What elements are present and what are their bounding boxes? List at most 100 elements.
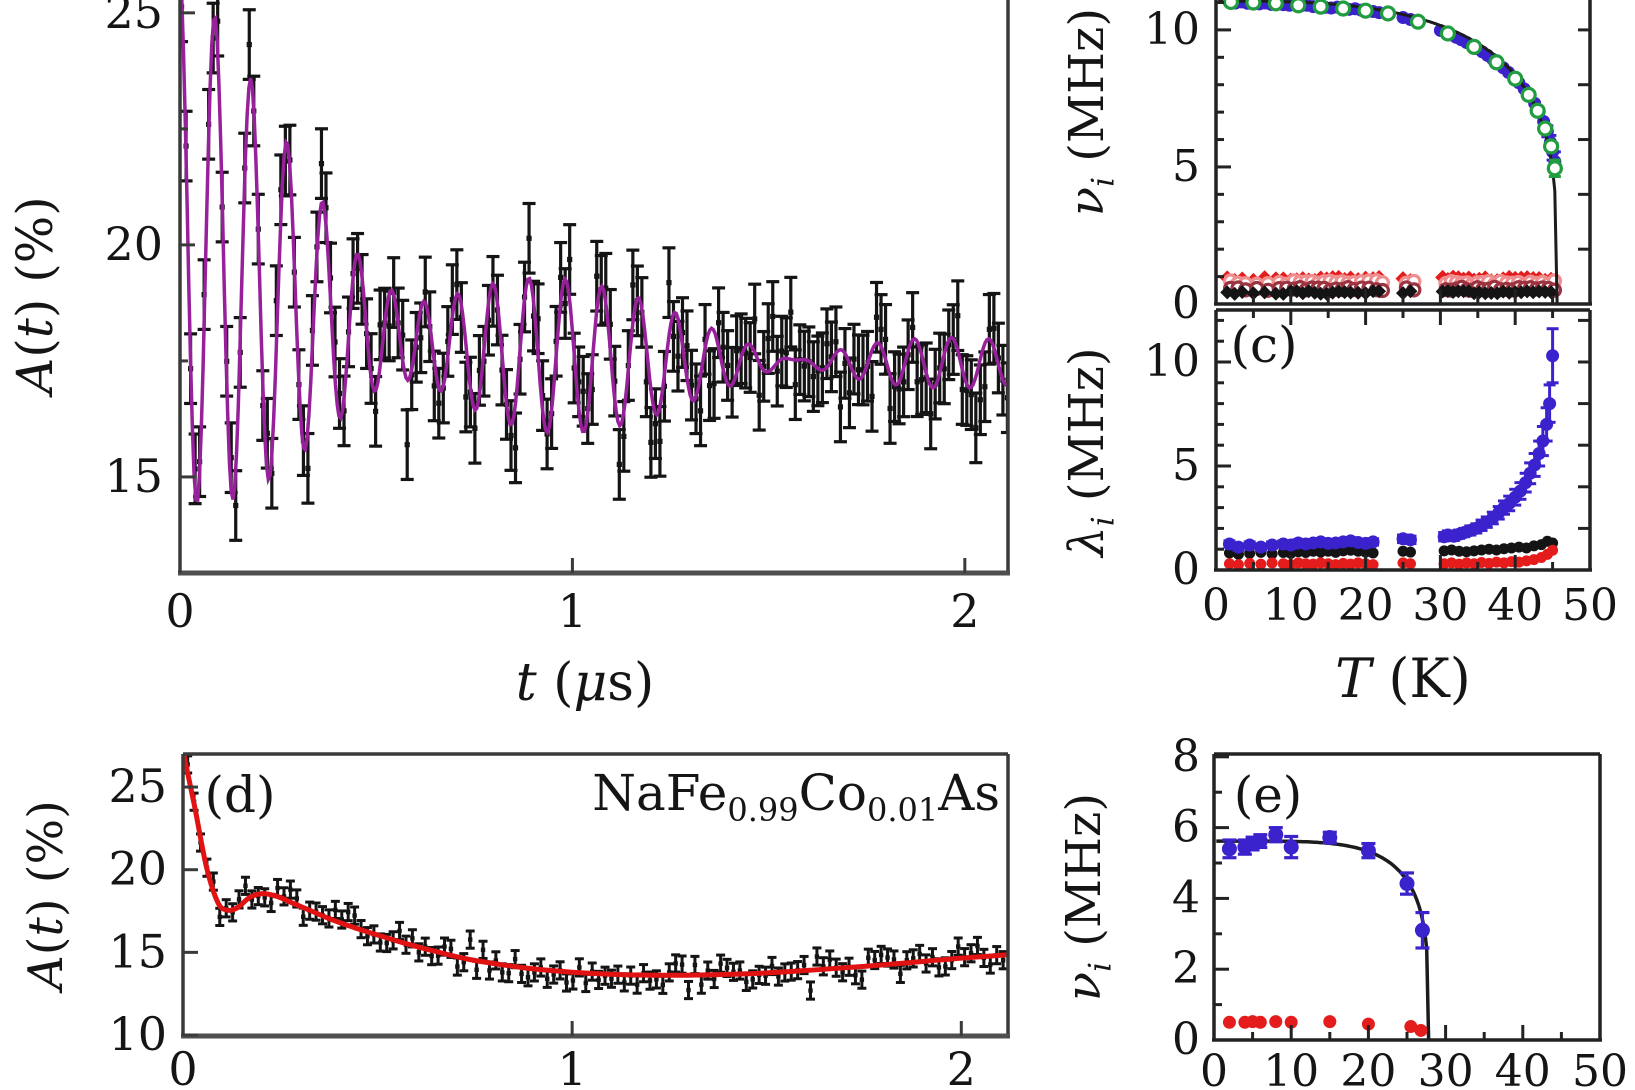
panel-e: 0 10 20 30 40 50 0 2 4 6 8 (e) νi (MHz): [1056, 731, 1628, 1090]
data-point: [1488, 54, 1505, 71]
data-point: [964, 387, 970, 394]
data-point: [878, 952, 884, 958]
data-point: [551, 972, 556, 977]
panel-d-tick-labels: 0 1 2 10 15 20 25: [108, 759, 975, 1090]
data-point: [1546, 160, 1563, 177]
data-point: [1266, 548, 1278, 560]
panel-d: 0 1 2 10 15 20 25 (d) NaFe0.99Co0.01As A(t) (%): [18, 752, 1010, 1090]
data-point: [928, 411, 934, 417]
data-point: [1232, 559, 1244, 570]
asymmetry-data-points: [180, 0, 1008, 542]
data-point: [506, 970, 511, 976]
data-point: [493, 958, 499, 963]
data-point: [917, 951, 922, 957]
y-tick-label: 10: [1144, 4, 1200, 55]
data-point: [982, 384, 988, 390]
panel-a-ticks: [178, 11, 967, 573]
data-point: [1290, 0, 1307, 14]
data-point: [792, 382, 798, 388]
data-point: [873, 314, 880, 320]
data-point: [824, 341, 830, 347]
data-point: [859, 977, 865, 982]
nu2-red-points: [1222, 1015, 1428, 1037]
data-point: [1403, 533, 1417, 547]
relaxation-fit-curve: [183, 754, 1008, 978]
data-point: [887, 405, 893, 412]
panel-a-frame: [178, 0, 1010, 576]
data-point: [301, 914, 306, 919]
data-point: [1000, 958, 1006, 963]
data-point: [686, 987, 691, 993]
y-tick-label: 15: [108, 924, 167, 978]
data-point: [808, 988, 813, 993]
data-point: [752, 316, 758, 322]
data-point: [1245, 0, 1262, 11]
data-point: [454, 282, 460, 288]
data-point: [1266, 557, 1278, 569]
data-point: [1403, 284, 1418, 299]
data-point: [973, 425, 979, 431]
y-axis-label: A(t) (%): [6, 196, 64, 398]
data-point: [1544, 285, 1559, 300]
data-point: [1379, 5, 1397, 22]
data-point: [594, 273, 600, 279]
data-point: [1252, 833, 1268, 849]
data-point: [715, 320, 722, 326]
data-point: [975, 943, 980, 949]
data-point: [660, 982, 666, 988]
data-point: [1221, 841, 1237, 857]
data-point: [467, 937, 473, 942]
data-point: [596, 977, 601, 983]
data-point: [801, 962, 807, 968]
data-point: [1322, 830, 1338, 846]
x-tick-label: 0: [1200, 1046, 1228, 1090]
panel-b-tick-labels: 0 5 10: [1144, 4, 1200, 329]
data-point: [872, 957, 877, 963]
data-point: [1223, 558, 1235, 570]
x-tick-label: 1: [558, 1042, 587, 1090]
data-point: [744, 979, 749, 985]
data-point: [705, 968, 710, 973]
panel-d-ticks: [181, 785, 963, 1037]
data-point: [1255, 558, 1267, 570]
data-point: [431, 383, 437, 389]
oscillating-fit-curve: [180, 0, 1008, 503]
data-point: [323, 205, 329, 211]
data-point: [378, 940, 383, 945]
data-point: [1399, 876, 1415, 892]
data-point: [243, 883, 248, 889]
data-point: [955, 313, 961, 319]
data-point: [1222, 1015, 1236, 1029]
data-point: [968, 392, 974, 398]
data-point: [810, 373, 816, 380]
data-point: [869, 393, 875, 399]
data-point: [558, 274, 564, 280]
x-tick-label: 50: [1572, 1046, 1628, 1090]
data-point: [670, 333, 677, 339]
panel-c-tick-labels: 0 10 20 30 40 50 0 5 10: [1144, 336, 1618, 631]
data-point: [718, 961, 723, 966]
data-point: [249, 897, 255, 902]
data-point: [1543, 138, 1560, 155]
data-point: [217, 914, 222, 920]
data-point: [1265, 538, 1279, 552]
data-point: [679, 962, 685, 967]
data-point: [1404, 558, 1416, 570]
y-tick-label: 10: [1144, 336, 1200, 387]
data-point: [814, 954, 820, 959]
data-point: [855, 367, 862, 373]
data-point: [228, 455, 234, 461]
lambda1-blue: [1222, 327, 1560, 554]
data-point: [268, 900, 274, 906]
data-point: [1520, 86, 1537, 103]
data-point: [643, 379, 649, 385]
data-point: [914, 379, 920, 385]
data-point: [487, 968, 492, 973]
data-point: [480, 947, 486, 953]
nu1-blue-points: [1221, 826, 1430, 950]
data-point: [570, 978, 576, 983]
data-point: [336, 390, 343, 397]
data-point: [589, 386, 595, 393]
data-point: [1268, 827, 1284, 843]
data-point: [936, 965, 942, 970]
